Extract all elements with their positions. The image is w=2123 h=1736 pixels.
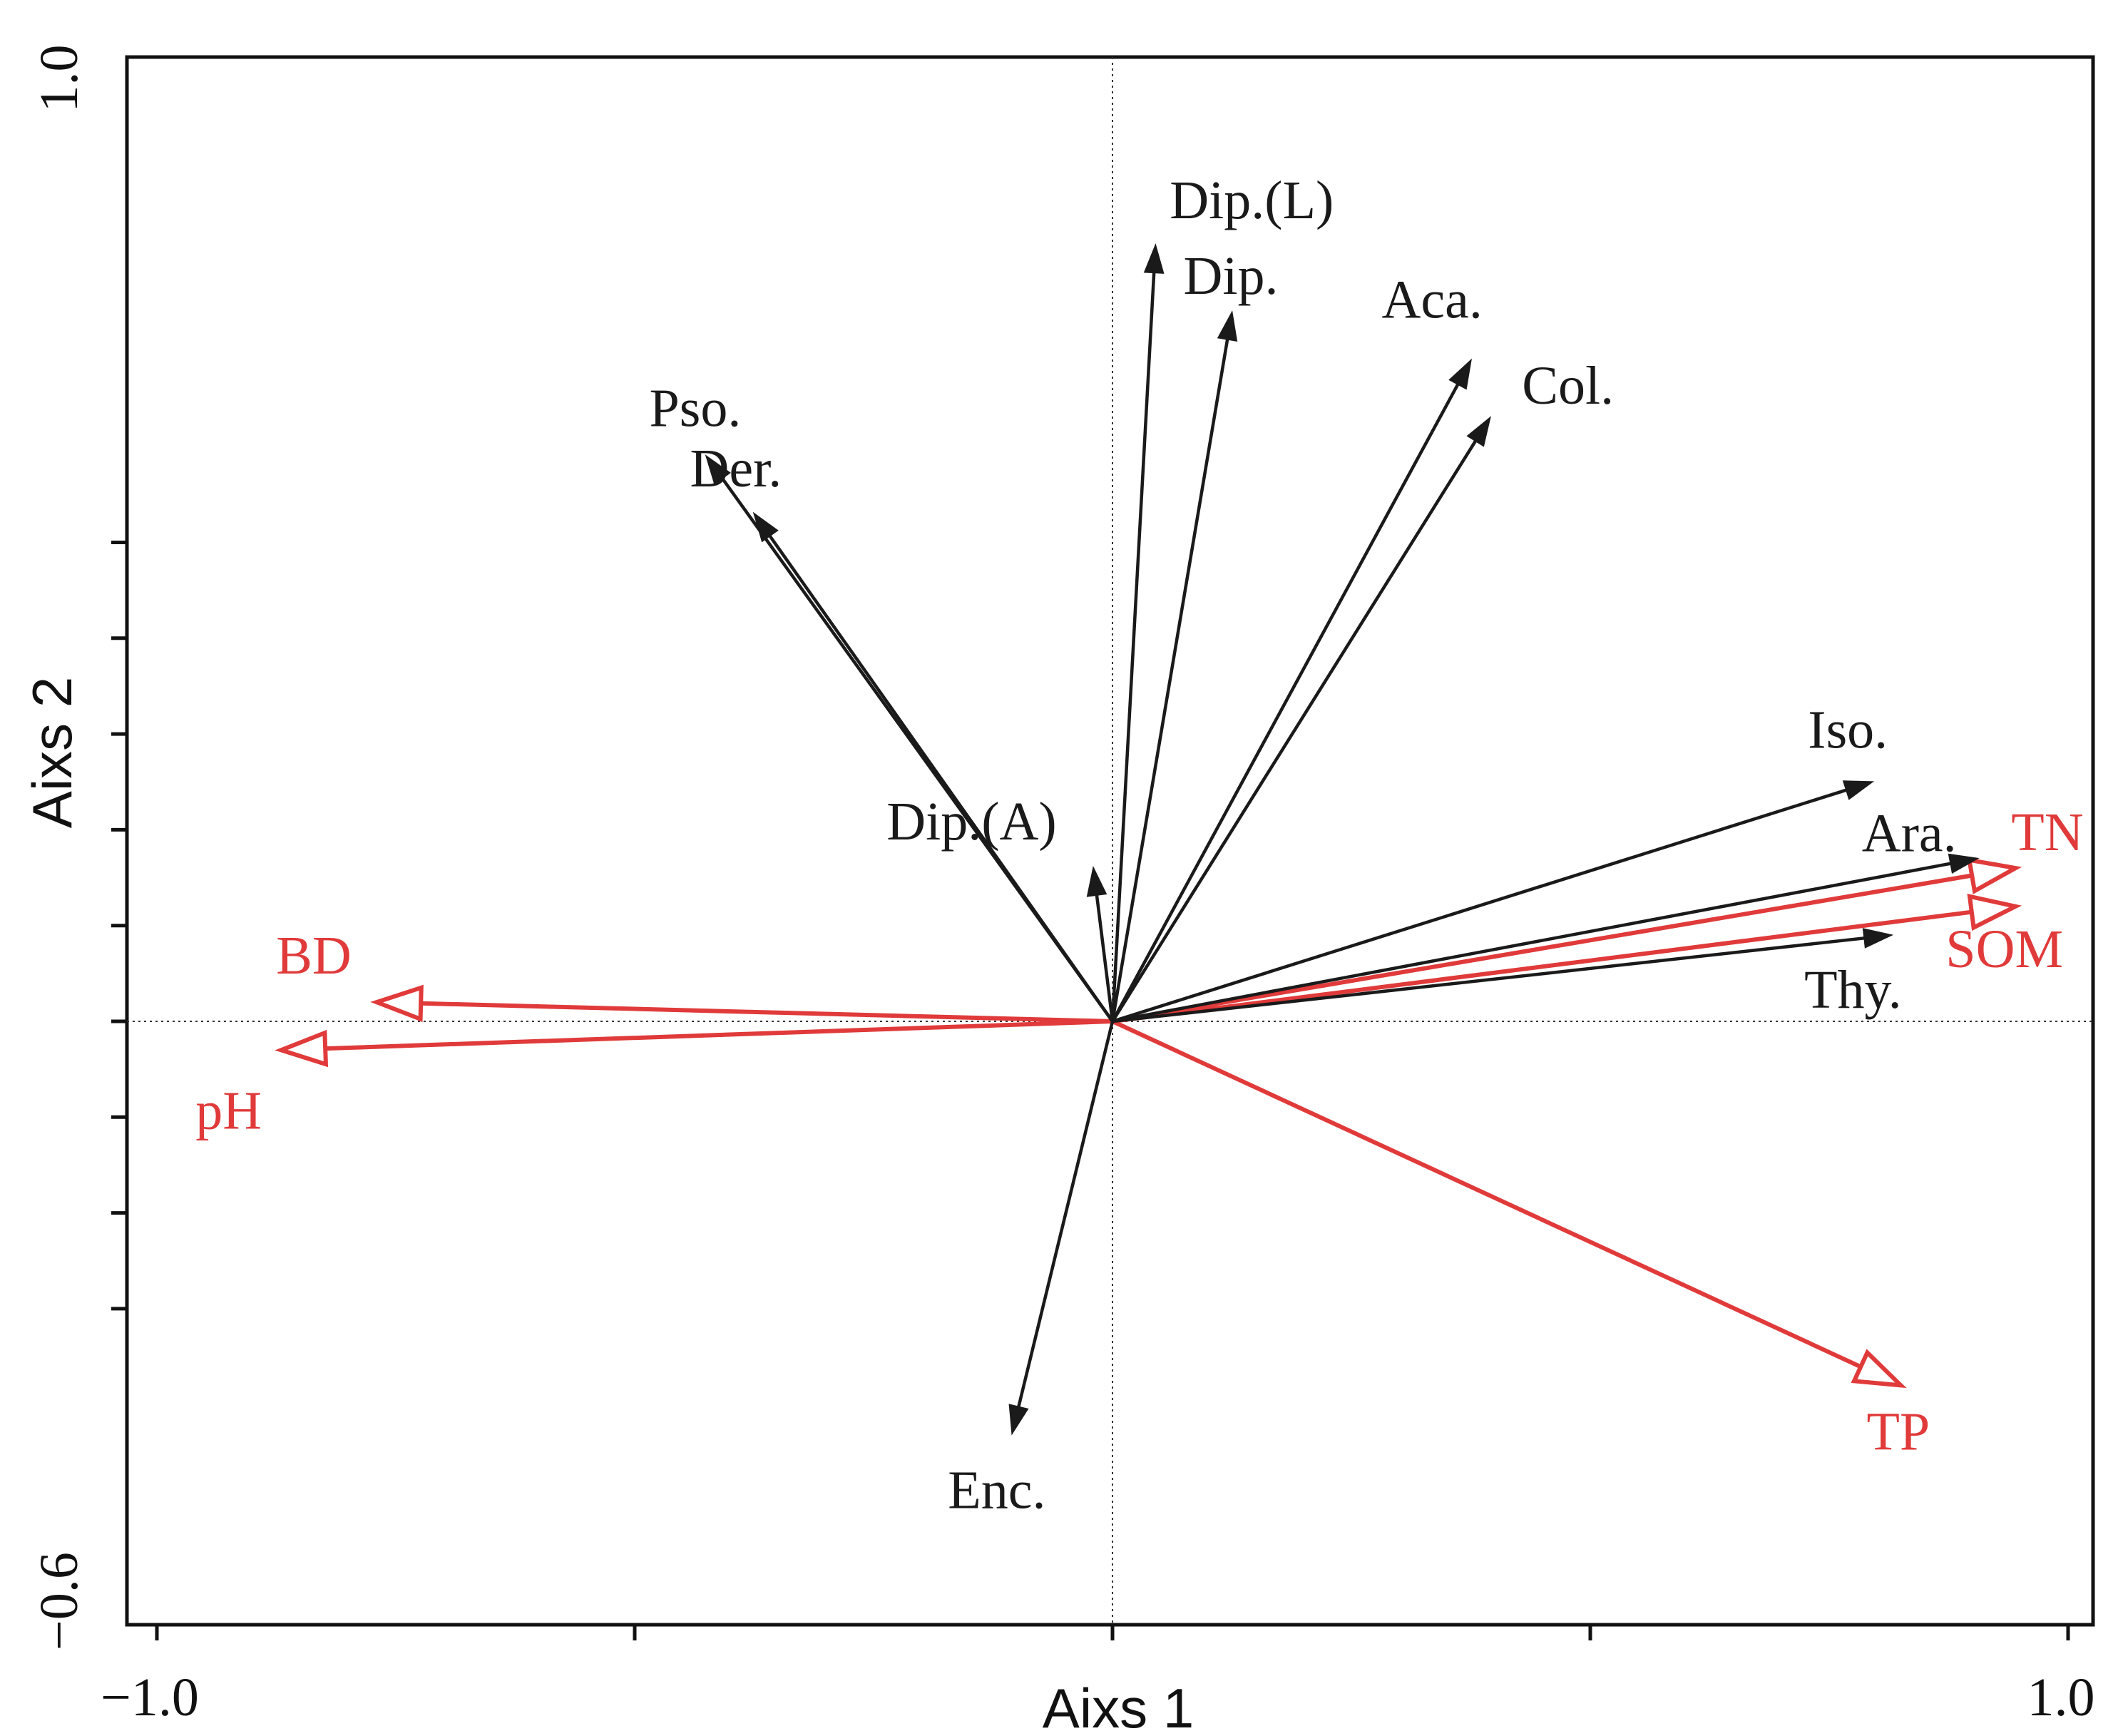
env-label-tp: TP bbox=[1867, 1401, 1930, 1461]
environment-arrows bbox=[275, 857, 2022, 1389]
species-arrow-ara bbox=[1112, 862, 1951, 1023]
y-tick-label-max: 1.0 bbox=[29, 45, 89, 113]
env-arrowhead-som bbox=[1967, 894, 2022, 931]
species-arrowhead-pso bbox=[705, 454, 731, 485]
species-label-aca: Aca. bbox=[1382, 270, 1483, 330]
species-arrow-iso bbox=[1112, 788, 1847, 1023]
species-arrowhead-enc bbox=[1008, 1404, 1029, 1436]
env-label-bd: BD bbox=[276, 926, 352, 986]
x-axis-title: Aixs 1 bbox=[1043, 1677, 1194, 1736]
species-label-dipa: Dip.(A) bbox=[886, 792, 1057, 852]
reference-lines bbox=[127, 57, 2093, 1625]
species-label-thy: Thy. bbox=[1804, 960, 1902, 1020]
species-label-enc: Enc. bbox=[948, 1460, 1045, 1520]
axis-ticks bbox=[111, 541, 2070, 1640]
species-label-ara: Ara. bbox=[1862, 804, 1957, 864]
species-arrowhead-iso bbox=[1842, 780, 1875, 800]
species-arrowhead-col bbox=[1466, 416, 1491, 447]
species-arrow-thy bbox=[1112, 936, 1865, 1023]
species-arrow-dip bbox=[1110, 339, 1229, 1022]
species-arrowhead-thy bbox=[1862, 928, 1894, 949]
species-arrowhead-der bbox=[752, 511, 779, 543]
env-arrowhead-tn bbox=[1966, 857, 2022, 894]
env-arrow-tn bbox=[1112, 873, 1973, 1023]
arrow-labels: Dip.(L) Dip. Aca. Col. Pso.Der. Iso. Ara. Thy. D… bbox=[195, 170, 2083, 1520]
env-label-ph: pH bbox=[195, 1081, 262, 1140]
y-tick-label-min: −0.6 bbox=[29, 1552, 89, 1650]
env-arrow-tp bbox=[1111, 1019, 1862, 1369]
species-label-pso: Pso. bbox=[650, 379, 742, 439]
species-arrowhead-dipa bbox=[1086, 866, 1107, 897]
species-label-dipl: Dip.(L) bbox=[1170, 170, 1334, 230]
env-label-tn: TN bbox=[2011, 802, 2083, 862]
plot-frame bbox=[125, 55, 2095, 1627]
species-arrow-col bbox=[1111, 439, 1478, 1023]
species-arrowhead-aca bbox=[1448, 358, 1472, 390]
env-arrow-bd bbox=[421, 1001, 1113, 1023]
species-arrows bbox=[705, 243, 1980, 1436]
env-arrowhead-ph bbox=[275, 1029, 329, 1068]
species-arrowhead-ara bbox=[1948, 853, 1980, 874]
x-tick-label-max: 1.0 bbox=[2027, 1668, 2095, 1727]
species-label-col: Col. bbox=[1522, 356, 1614, 416]
x-tick-label-min: −1.0 bbox=[101, 1668, 199, 1727]
species-arrow-dipa bbox=[1095, 894, 1115, 1022]
species-arrow-dipl bbox=[1110, 272, 1156, 1022]
species-label-der: Der. bbox=[690, 439, 782, 499]
species-arrowhead-dip bbox=[1217, 310, 1238, 342]
species-label-iso: Iso. bbox=[1808, 700, 1888, 760]
env-label-som: SOM bbox=[1945, 919, 2063, 979]
species-label-dip: Dip. bbox=[1184, 246, 1279, 306]
y-axis-title: Aixs 2 bbox=[21, 677, 83, 828]
env-arrowhead-tp bbox=[1851, 1349, 1907, 1389]
env-arrow-som bbox=[1112, 909, 1973, 1023]
env-arrow-ph bbox=[325, 1019, 1113, 1051]
species-arrow-aca bbox=[1111, 383, 1460, 1023]
species-arrow-der bbox=[768, 534, 1114, 1023]
env-arrowhead-bd bbox=[370, 984, 424, 1023]
species-arrowhead-dipl bbox=[1143, 243, 1165, 274]
plot-border bbox=[125, 55, 2095, 1627]
species-arrow-enc bbox=[1017, 1021, 1115, 1408]
